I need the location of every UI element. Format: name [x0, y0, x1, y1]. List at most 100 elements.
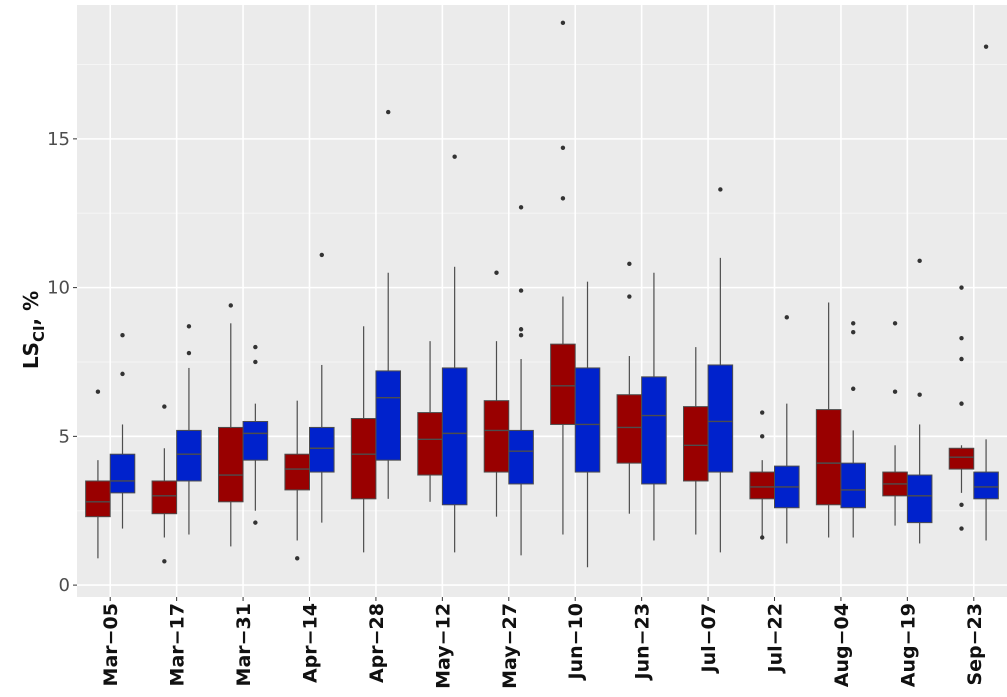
x-tick-label: Jul−22 — [765, 603, 787, 674]
box — [217, 426, 244, 503]
outlier-point — [959, 401, 964, 406]
plot-panel — [77, 5, 1007, 597]
box — [309, 426, 335, 473]
box-group — [616, 261, 643, 514]
x-tick-label: Apr−14 — [300, 603, 322, 683]
outlier-point — [560, 20, 566, 26]
box — [550, 343, 576, 425]
box-group — [375, 109, 402, 499]
outlier-point — [319, 252, 324, 258]
box — [707, 364, 734, 473]
x-tick-label: Mar−31 — [233, 603, 255, 686]
outlier-point — [518, 333, 524, 338]
outlier-point — [560, 196, 566, 201]
y-tick-label: 10 — [47, 278, 70, 299]
outlier-point — [627, 294, 632, 299]
outlier-point — [760, 434, 765, 439]
outlier-point — [120, 371, 125, 377]
outlier-point — [892, 321, 898, 326]
x-tick-label: Mar−05 — [100, 603, 122, 686]
box — [417, 412, 443, 476]
box — [815, 409, 842, 506]
box-group — [176, 324, 202, 535]
box-group — [508, 205, 534, 556]
box-group — [641, 272, 667, 541]
outlier-point — [253, 344, 258, 350]
outlier-point — [959, 526, 964, 531]
outlier-point — [253, 520, 258, 525]
box-group — [840, 321, 867, 538]
outlier-point — [95, 389, 101, 394]
x-tick-label: Jun−10 — [565, 603, 587, 681]
box — [906, 474, 933, 524]
outlier-point — [162, 404, 167, 409]
box-group — [906, 258, 933, 544]
box-group — [109, 333, 136, 529]
box — [483, 400, 510, 473]
box — [973, 471, 999, 500]
outlier-point — [917, 392, 922, 397]
outlier-point — [959, 335, 964, 341]
box — [574, 367, 601, 473]
outlier-point — [518, 205, 524, 210]
box — [616, 394, 643, 464]
x-tick-label: Sep−23 — [964, 603, 986, 686]
outlier-point — [452, 154, 457, 159]
y-axis-label: LSCI, % — [19, 291, 48, 369]
box-group — [85, 389, 111, 559]
outlier-point — [959, 356, 964, 362]
outlier-point — [518, 288, 524, 293]
box-group — [574, 281, 601, 568]
box — [375, 370, 402, 461]
box — [350, 418, 377, 500]
outlier-point — [494, 270, 499, 275]
outlier-point — [892, 389, 898, 394]
box — [682, 406, 709, 482]
box — [840, 462, 867, 509]
box-group — [973, 44, 999, 541]
x-tick-label: Aug−19 — [897, 603, 919, 687]
outlier-point — [718, 187, 723, 192]
outlier-point — [851, 386, 856, 391]
box — [151, 480, 178, 515]
outlier-point — [760, 535, 765, 540]
box — [109, 453, 136, 494]
outlier-point — [784, 315, 789, 320]
outlier-point — [518, 327, 524, 332]
box — [749, 471, 776, 500]
outlier-point — [627, 261, 632, 267]
box-group — [774, 315, 800, 544]
outlier-point — [959, 285, 964, 290]
outlier-point — [228, 303, 233, 308]
box-group — [550, 20, 576, 535]
outlier-point — [162, 559, 167, 564]
y-tick-label: 0 — [59, 575, 70, 596]
box-group — [242, 344, 269, 525]
box — [242, 420, 269, 461]
box-group — [441, 154, 468, 553]
x-tick-label: May−27 — [499, 603, 521, 689]
box-group — [151, 404, 178, 564]
outlier-point — [253, 359, 258, 365]
box — [641, 376, 667, 485]
box-group — [483, 270, 510, 517]
box — [284, 453, 310, 491]
y-tick-label: 5 — [59, 426, 70, 447]
outlier-point — [851, 330, 856, 335]
outlier-point — [959, 502, 964, 507]
box-group — [707, 187, 734, 553]
box-group — [948, 285, 975, 531]
x-tick-label: Apr−28 — [366, 603, 388, 683]
box-group — [350, 326, 377, 553]
box-group — [882, 321, 908, 526]
outlier-point — [120, 333, 125, 338]
outlier-point — [186, 324, 192, 329]
outlier-point — [295, 556, 300, 561]
outlier-point — [560, 145, 566, 150]
box-group — [217, 303, 244, 547]
x-tick-label: Aug−04 — [831, 603, 853, 687]
box — [948, 447, 975, 470]
outlier-point — [983, 44, 989, 49]
outlier-point — [917, 258, 922, 264]
